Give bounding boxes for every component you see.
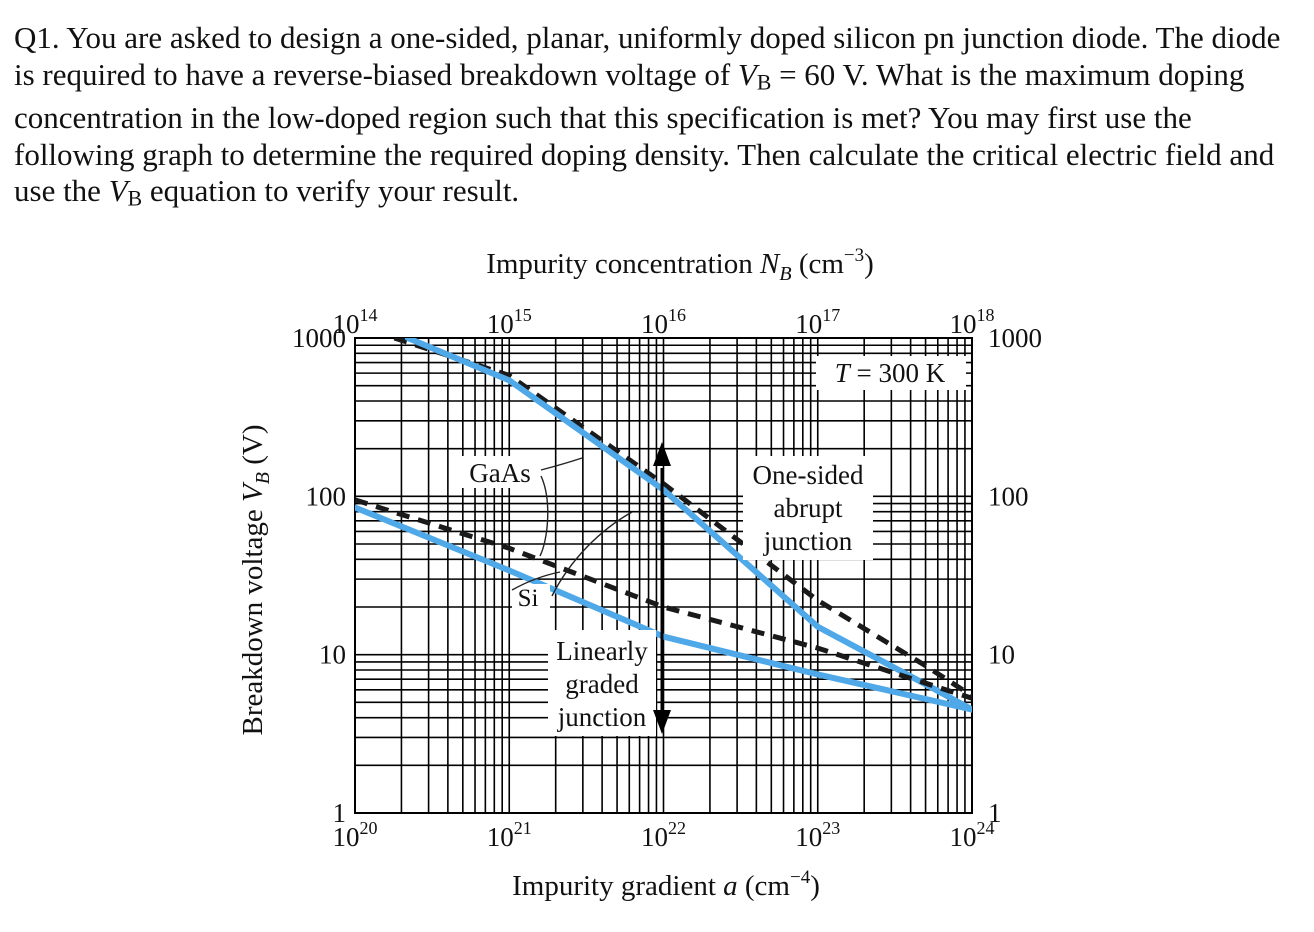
- top-tick-base: 10: [950, 309, 977, 339]
- bottom-axis-label: Impurity gradient a (cm−4): [512, 867, 820, 902]
- y-axis-label-text: Breakdown voltage: [237, 502, 269, 736]
- bottom-tick-base: 10: [333, 822, 360, 852]
- temperature-value: = 300 K: [850, 358, 946, 388]
- question-vb-value: = 60 V. What is the maximum doping conce…: [14, 56, 1275, 209]
- top-tick-base: 10: [641, 309, 668, 339]
- si-label: Si: [518, 585, 539, 612]
- top-tick-label: 1015: [487, 305, 532, 339]
- y-tick-label-right: 100: [988, 481, 1029, 511]
- si-one-sided-abrupt-curve: [404, 338, 972, 713]
- y-tick-label-left: 100: [306, 481, 347, 511]
- top-tick-exp: 15: [514, 305, 532, 325]
- question-text: Q1. You are asked to design a one-sided,…: [14, 20, 1304, 217]
- top-tick-base: 10: [795, 309, 822, 339]
- vb-subscript: B: [756, 69, 772, 94]
- linearly-label-line: Linearly: [556, 636, 648, 666]
- bottom-tick-base: 10: [487, 822, 514, 852]
- gaas-label: GaAs: [469, 458, 531, 488]
- bottom-tick-exp: 22: [668, 818, 686, 838]
- gaas-bracket: [539, 475, 549, 557]
- top-axis-label: Impurity concentration NB (cm−3): [486, 245, 874, 285]
- bottom-axis-label-text: Impurity gradient: [512, 870, 723, 902]
- top-tick-exp: 17: [822, 305, 840, 325]
- y-tick-label-left: 10: [319, 640, 346, 670]
- top-axis-label-unit: (cm: [792, 248, 845, 280]
- range-arrow-down-head: [653, 710, 671, 734]
- top-axis-label-text: Impurity concentration: [486, 248, 760, 280]
- bottom-tick-base: 10: [641, 822, 668, 852]
- top-tick-label: 1017: [795, 305, 840, 339]
- plot-frame: [354, 337, 973, 814]
- y-tick-label-right: 1: [988, 798, 1002, 828]
- top-axis-label-var: N: [759, 248, 781, 280]
- si-leader: [551, 511, 633, 597]
- question-lead: Q1. You are asked to design a one-sided,…: [14, 20, 1281, 92]
- bottom-axis-label-var: a: [723, 870, 738, 902]
- bottom-tick-label: 1020: [333, 818, 378, 852]
- top-axis-label-close: ): [864, 248, 874, 280]
- bottom-tick-exp: 24: [977, 818, 995, 838]
- top-tick-exp: 14: [360, 305, 378, 325]
- one-sided-label-line: abrupt: [774, 493, 843, 523]
- range-arrow-up-head: [653, 442, 671, 466]
- bottom-axis-label-unit: (cm: [738, 870, 791, 902]
- temperature-label-bg: [816, 356, 966, 390]
- one-sided-label-line: junction: [763, 526, 853, 556]
- bottom-axis-label-close: ): [810, 870, 820, 902]
- gaas-label-bg: [462, 456, 540, 488]
- y-tick-label-left: 1: [333, 798, 347, 828]
- top-tick-label: 1018: [950, 305, 995, 339]
- bottom-tick-exp: 20: [360, 818, 378, 838]
- y-axis-label: Breakdown voltage VB (V): [237, 425, 274, 736]
- top-axis-label-exp: −3: [844, 245, 864, 266]
- one-sided-label-bg: [743, 456, 873, 560]
- y-axis-label-var: V: [237, 481, 269, 502]
- vb-symbol-2: V: [108, 173, 128, 209]
- bottom-tick-label: 1023: [795, 818, 840, 852]
- temperature-symbol: T: [835, 358, 852, 388]
- bottom-tick-exp: 21: [514, 818, 532, 838]
- y-tick-label-right: 1000: [988, 323, 1042, 353]
- bottom-tick-base: 10: [950, 822, 977, 852]
- curves: [355, 338, 972, 713]
- linearly-label-line: graded: [565, 669, 639, 699]
- y-tick-label-left: 1000: [292, 323, 346, 353]
- vb-symbol: V: [737, 56, 757, 92]
- si-label-bg: [512, 584, 550, 612]
- si-bracket: [511, 571, 561, 591]
- gaas-one-sided-abrupt-curve: [393, 338, 972, 698]
- y-axis-label-unit: (V): [237, 425, 269, 473]
- bottom-tick-label: 1024: [950, 818, 995, 852]
- one-sided-label-line: One-sided: [753, 460, 864, 490]
- top-tick-exp: 18: [977, 305, 995, 325]
- top-axis-label-sub: B: [779, 263, 791, 285]
- top-tick-label: 1016: [641, 305, 686, 339]
- y-axis-label-sub: B: [252, 472, 274, 484]
- top-tick-base: 10: [487, 309, 514, 339]
- gaas-linearly-graded-curve: [355, 497, 972, 701]
- question-tail: equation to verify your result.: [142, 173, 520, 209]
- top-tick-exp: 16: [668, 305, 686, 325]
- top-tick-base: 10: [333, 309, 360, 339]
- bottom-axis-label-exp: −4: [790, 867, 811, 888]
- bottom-tick-base: 10: [795, 822, 822, 852]
- gaas-leader: [540, 457, 583, 471]
- linearly-label-bg: [548, 630, 656, 736]
- top-tick-label: 1014: [333, 305, 378, 339]
- bottom-tick-exp: 23: [822, 818, 840, 838]
- y-tick-label-right: 10: [988, 640, 1015, 670]
- vb-subscript-2: B: [127, 186, 143, 211]
- bottom-tick-label: 1022: [641, 818, 686, 852]
- bottom-tick-label: 1021: [487, 818, 532, 852]
- temperature-label: T = 300 K: [835, 358, 946, 388]
- linearly-label-line: junction: [557, 702, 647, 732]
